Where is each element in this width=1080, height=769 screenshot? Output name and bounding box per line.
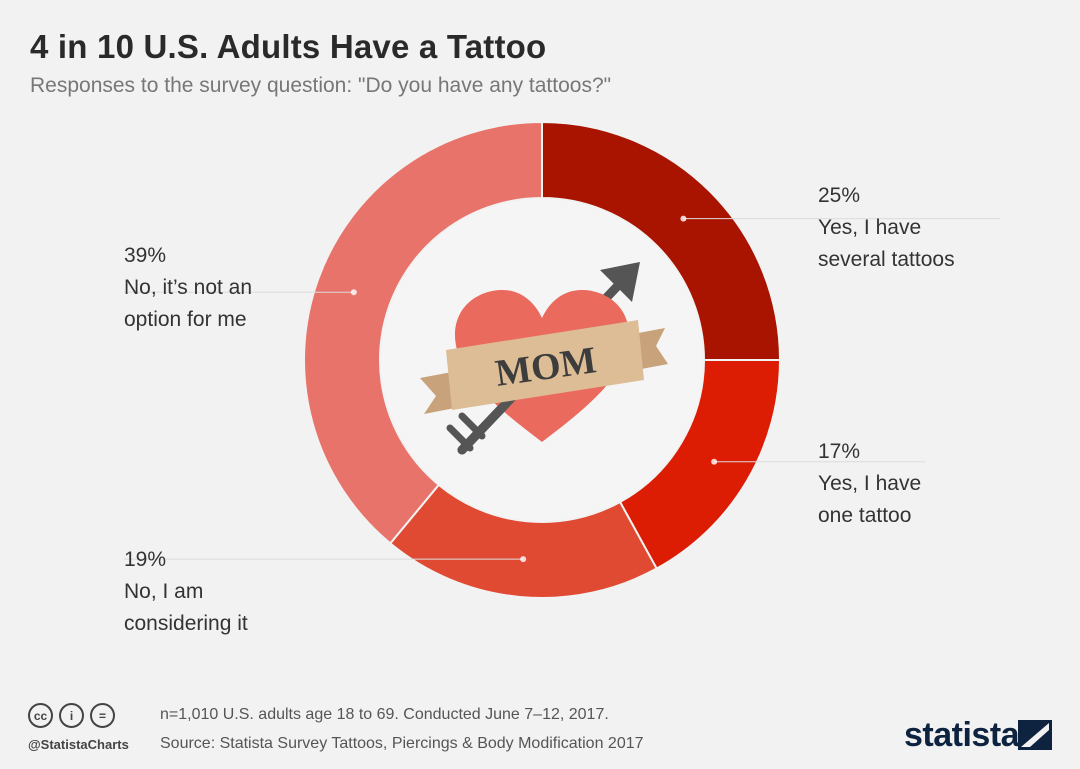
- slice-label-1: Yes, I have one tattoo: [818, 468, 921, 532]
- slice-label-line-0-1: several tattoos: [818, 248, 955, 271]
- slice-pct-label-3: 39%: [124, 244, 167, 267]
- leader-dot-3: [350, 289, 357, 296]
- footer-source: Source: Statista Survey Tattoos, Piercin…: [160, 735, 644, 752]
- slice-pct-label-1: 17%: [818, 440, 861, 463]
- chart-title: 4 in 10 U.S. Adults Have a Tattoo: [30, 28, 547, 65]
- slice-label-line-2-1: considering it: [124, 612, 248, 635]
- slice-label-2: No, I am considering it: [124, 576, 248, 640]
- donut-slice-0: [541, 120, 782, 361]
- slice-label-line-3-1: option for me: [124, 308, 247, 331]
- chart-subtitle: Responses to the survey question: "Do yo…: [30, 74, 612, 97]
- statista-logo[interactable]: statista: [904, 716, 1020, 754]
- slice-label-line-1-0: Yes, I have: [818, 472, 922, 495]
- license-icons: cc i =: [28, 703, 115, 728]
- cc-icon: cc: [28, 703, 53, 728]
- slice-label-line-1-1: one tattoo: [818, 504, 912, 527]
- leader-dot-2: [520, 556, 527, 563]
- statista-logo-mark-icon: [1018, 720, 1052, 750]
- donut-slice-3: [303, 120, 543, 545]
- slice-label-3: No, it’s not an option for me: [124, 272, 252, 336]
- slice-label-line-0-0: Yes, I have: [818, 216, 922, 239]
- slice-pct-label-2: 19%: [124, 548, 167, 571]
- leader-dot-1: [711, 458, 718, 465]
- attribution-icon: i: [59, 703, 84, 728]
- slice-label-line-2-0: No, I am: [124, 580, 204, 603]
- footer-note: n=1,010 U.S. adults age 18 to 69. Conduc…: [160, 706, 609, 723]
- social-handle[interactable]: @StatistaCharts: [28, 737, 129, 752]
- no-derivatives-icon: =: [90, 703, 115, 728]
- slice-label-0: Yes, I have several tattoos: [818, 212, 955, 276]
- slice-pct-label-0: 25%: [818, 184, 861, 207]
- leader-dot-0: [680, 215, 687, 222]
- slice-label-line-3-0: No, it’s not an: [124, 276, 253, 299]
- heart-arrow-icon: MOM: [420, 262, 668, 455]
